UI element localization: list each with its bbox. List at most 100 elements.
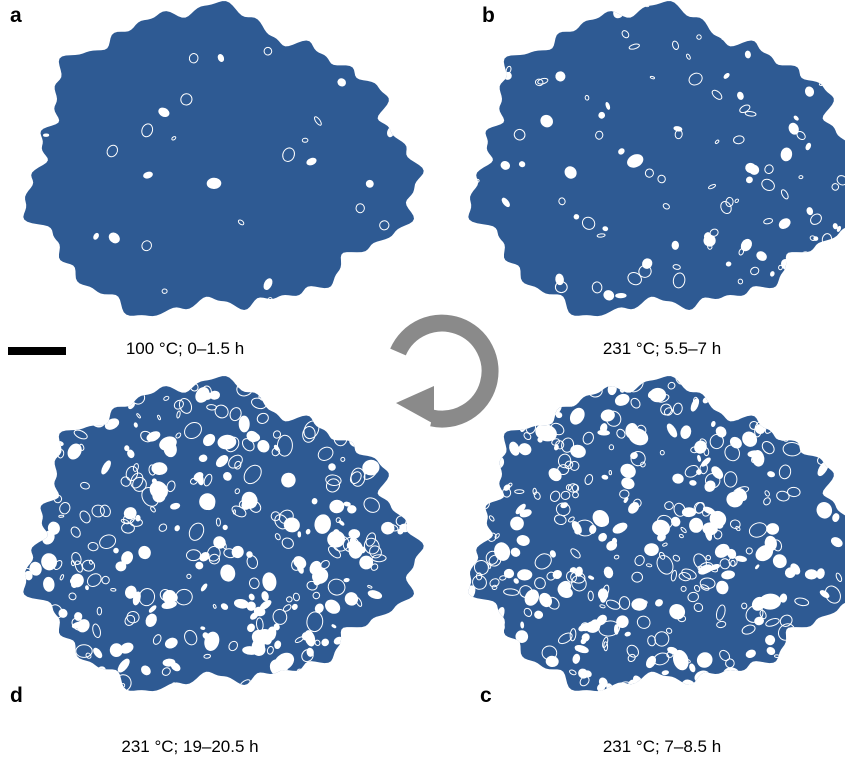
pore — [567, 397, 577, 406]
pore — [462, 72, 474, 82]
pore — [456, 646, 464, 657]
pore — [68, 655, 77, 664]
pore — [743, 374, 764, 394]
pore — [456, 11, 469, 26]
pore — [382, 677, 399, 696]
pore — [351, 421, 364, 437]
pore — [34, 87, 44, 97]
pore — [329, 373, 349, 393]
pore — [813, 58, 823, 68]
pore — [93, 399, 106, 411]
pore — [488, 645, 495, 651]
pore — [808, 640, 823, 655]
pore — [406, 489, 412, 495]
pore — [582, 693, 597, 706]
pore — [411, 442, 416, 447]
pore — [101, 382, 107, 388]
pore — [291, 682, 312, 705]
pore — [488, 30, 500, 41]
pore — [794, 421, 800, 426]
pore — [774, 31, 789, 46]
pore — [507, 694, 517, 706]
pore — [488, 646, 513, 673]
pore — [254, 305, 260, 311]
pore — [404, 484, 412, 491]
pore — [354, 397, 360, 404]
pore — [97, 383, 102, 389]
pore — [17, 391, 34, 408]
panel-label: a — [10, 4, 22, 27]
pore — [783, 306, 794, 318]
pore — [351, 664, 367, 681]
domain-shape — [23, 376, 423, 691]
pore — [459, 546, 470, 558]
pore — [574, 214, 579, 219]
pore — [281, 373, 298, 390]
pore — [358, 417, 374, 433]
pore — [19, 521, 32, 534]
pore — [574, 394, 579, 399]
pore — [834, 421, 839, 427]
micrograph — [456, 374, 845, 710]
pore — [152, 462, 168, 475]
pore — [136, 515, 140, 521]
pore — [391, 6, 405, 20]
pore — [68, 665, 78, 675]
pore — [575, 528, 581, 534]
panel-caption: 231 °C; 7–8.5 h — [603, 737, 721, 756]
pore — [46, 406, 71, 431]
pore — [330, 659, 347, 678]
pore — [34, 606, 42, 616]
pore — [826, 409, 831, 414]
pore — [85, 585, 89, 589]
pore — [733, 409, 741, 420]
pore — [371, 644, 379, 653]
pore — [256, 675, 276, 694]
pore — [369, 670, 376, 677]
pore — [835, 477, 844, 484]
pore — [330, 688, 346, 704]
pore — [374, 617, 380, 625]
pore — [341, 381, 351, 393]
pore — [350, 435, 363, 447]
pore — [9, 640, 35, 665]
pore — [467, 517, 479, 528]
pore — [358, 671, 368, 681]
pore — [541, 681, 556, 696]
pore — [296, 667, 310, 679]
pore — [682, 508, 695, 517]
pore — [554, 687, 572, 705]
pore — [760, 594, 781, 610]
pore — [320, 393, 331, 409]
pore — [673, 684, 685, 697]
pore — [662, 670, 669, 675]
pore — [340, 429, 348, 437]
pore — [355, 420, 369, 431]
pore — [535, 677, 540, 683]
pore — [657, 677, 677, 695]
pore — [759, 404, 768, 416]
pore — [276, 398, 286, 404]
pore — [707, 676, 721, 690]
pore — [460, 383, 469, 395]
pore — [805, 43, 815, 52]
pore — [833, 377, 845, 400]
pore — [470, 619, 487, 635]
pore — [502, 642, 518, 650]
pore — [614, 625, 618, 634]
panel-caption: 100 °C; 0–1.5 h — [126, 339, 244, 358]
pore — [729, 386, 744, 398]
pore — [833, 20, 839, 27]
pore — [487, 460, 498, 476]
pore — [287, 402, 298, 408]
pore — [589, 525, 596, 534]
pore — [384, 378, 390, 384]
pore — [603, 226, 609, 231]
pore — [367, 393, 383, 409]
pore — [806, 426, 812, 433]
pore — [289, 674, 294, 678]
pore — [689, 518, 703, 533]
pore — [733, 680, 750, 698]
pore — [389, 488, 411, 505]
pore — [56, 296, 62, 303]
